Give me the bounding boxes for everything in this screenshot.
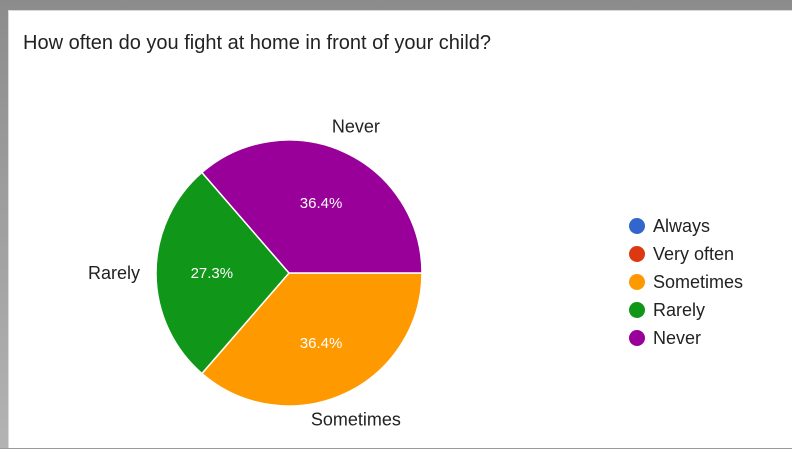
chart-card: How often do you fight at home in front … — [8, 10, 792, 448]
chart-title: How often do you fight at home in front … — [23, 32, 492, 54]
legend-label-very-often[interactable]: Very often — [653, 244, 734, 264]
legend-label-always[interactable]: Always — [653, 216, 710, 236]
pie-slice-rarely[interactable] — [155, 171, 290, 375]
legend-marker-rarely — [629, 302, 645, 318]
percent-label-rarely: 27.3% — [191, 265, 234, 282]
legend-label-sometimes[interactable]: Sometimes — [653, 272, 743, 292]
legend: Always Very often Sometimes Rarely Never — [629, 216, 743, 348]
category-label-never: Never — [332, 117, 380, 137]
pie-slices — [155, 139, 423, 407]
legend-marker-very-often — [629, 246, 645, 262]
pie-slice-never[interactable] — [200, 139, 423, 274]
category-label-sometimes: Sometimes — [311, 409, 401, 429]
category-labels: Sometimes Rarely Never — [88, 117, 401, 430]
pie-slice-sometimes[interactable] — [200, 272, 423, 407]
category-label-rarely: Rarely — [88, 263, 140, 283]
legend-marker-never — [629, 330, 645, 346]
legend-marker-always — [629, 218, 645, 234]
legend-marker-sometimes — [629, 274, 645, 290]
percent-label-never: 36.4% — [300, 195, 343, 212]
legend-label-never[interactable]: Never — [653, 328, 701, 348]
percent-labels: 36.4% 27.3% 36.4% — [191, 195, 343, 352]
pie-chart: 36.4% 27.3% 36.4% Sometimes Rarely Never Alw… — [88, 117, 743, 430]
percent-label-sometimes: 36.4% — [300, 335, 343, 352]
legend-label-rarely[interactable]: Rarely — [653, 300, 705, 320]
